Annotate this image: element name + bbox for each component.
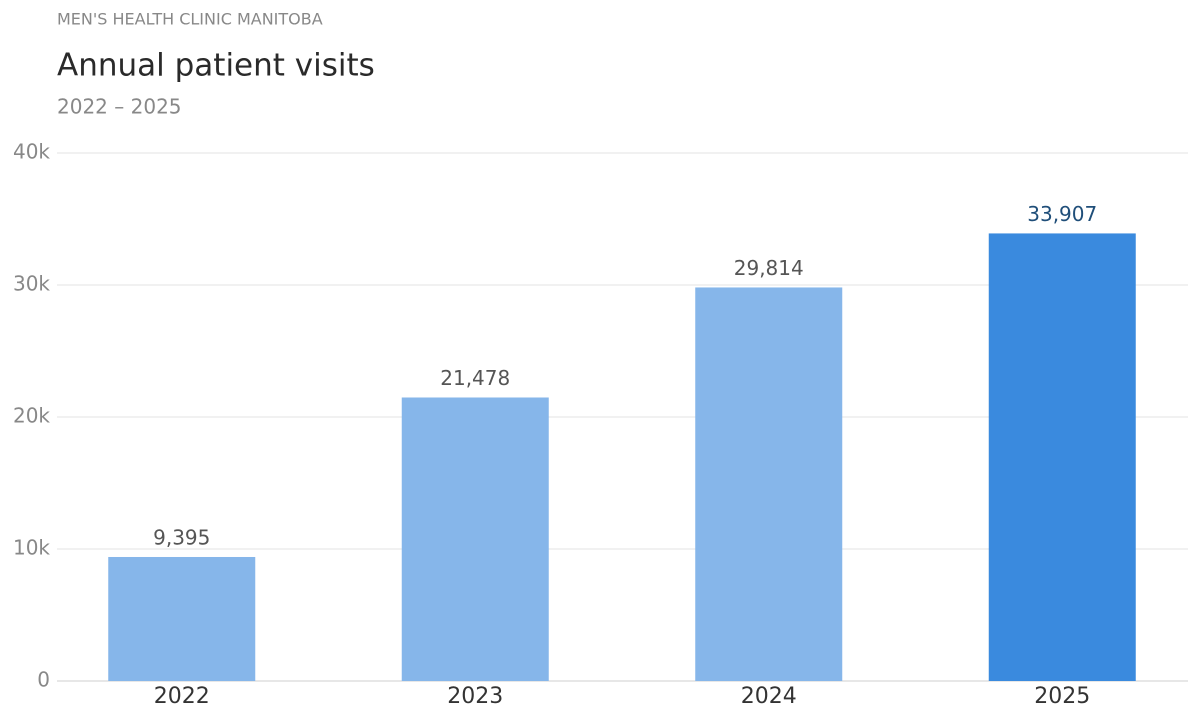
- y-tick-label: 20k: [13, 404, 50, 428]
- x-tick-label: 2024: [741, 684, 797, 709]
- bar: [988, 233, 1136, 681]
- chart-eyebrow: MEN'S HEALTH CLINIC MANITOBA: [57, 10, 323, 29]
- value-label: 29,814: [734, 256, 804, 280]
- value-label: 33,907: [1027, 202, 1097, 226]
- chart-subtitle: 2022 – 2025: [57, 95, 182, 119]
- value-label: 9,395: [153, 525, 210, 549]
- bar: [695, 287, 843, 681]
- x-tick-label: 2023: [447, 684, 503, 709]
- bar: [108, 556, 256, 681]
- y-tick-label: 40k: [13, 140, 50, 164]
- y-tick-label: 10k: [13, 536, 50, 560]
- bar: [401, 397, 549, 681]
- chart-title: Annual patient visits: [57, 48, 375, 84]
- y-tick-label: 0: [37, 668, 50, 692]
- x-tick-label: 2022: [154, 684, 210, 709]
- x-tick-label: 2025: [1034, 684, 1090, 709]
- y-tick-label: 30k: [13, 272, 50, 296]
- value-label: 21,478: [440, 366, 510, 390]
